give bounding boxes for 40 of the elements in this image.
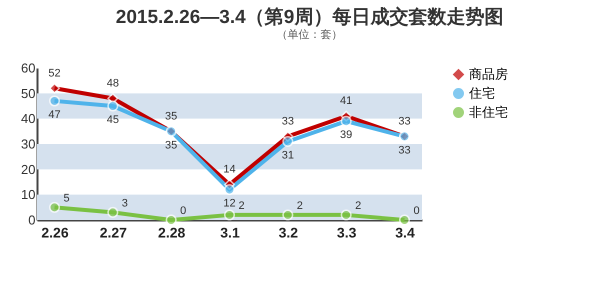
data-label: 52 [48, 67, 61, 80]
data-label: 2 [238, 200, 245, 212]
data-label: 2 [296, 200, 303, 212]
data-label: 45 [106, 114, 119, 126]
x-tick-label: 2.27 [100, 224, 128, 240]
data-label: 33 [282, 115, 294, 128]
x-tick-label: 3.3 [336, 224, 357, 240]
data-label: 5 [63, 192, 70, 204]
x-tick-label: 2.28 [158, 224, 186, 240]
legend-label: 非住宅 [469, 104, 508, 120]
y-tick-label: 60 [21, 60, 36, 76]
legend-label: 商品房 [469, 66, 508, 82]
chart-title: 2015.2.26—3.4（第9周）每日成交套数走势图 [116, 6, 504, 28]
data-label: 12 [223, 198, 236, 210]
chart-subtitle: （单位：套） [276, 28, 342, 41]
y-tick-label: 20 [21, 162, 36, 177]
data-label: 14 [223, 164, 236, 176]
x-tick-label: 3.4 [395, 224, 415, 240]
data-label: 48 [106, 77, 119, 90]
y-tick-label: 30 [21, 136, 36, 152]
y-tick-label: 10 [21, 187, 36, 202]
data-label: 3 [122, 197, 128, 210]
data-label: 35 [165, 139, 178, 152]
legend-label: 住宅 [468, 86, 495, 100]
data-label: 0 [180, 205, 186, 217]
data-label: 47 [48, 108, 61, 121]
y-tick-label: 40 [21, 111, 36, 126]
data-label: 2 [355, 200, 362, 212]
x-tick-label: 2.26 [41, 224, 69, 240]
x-tick-label: 3.1 [220, 224, 240, 240]
data-label: 33 [398, 115, 411, 128]
data-label: 39 [340, 129, 352, 142]
data-label: 31 [282, 149, 294, 162]
y-tick-label: 0 [28, 212, 36, 228]
data-label: 35 [165, 110, 178, 122]
x-tick-label: 3.2 [278, 224, 298, 240]
data-label: 33 [398, 144, 411, 156]
data-label: 0 [413, 205, 420, 217]
data-label: 41 [340, 95, 352, 108]
y-tick-label: 50 [21, 86, 36, 101]
